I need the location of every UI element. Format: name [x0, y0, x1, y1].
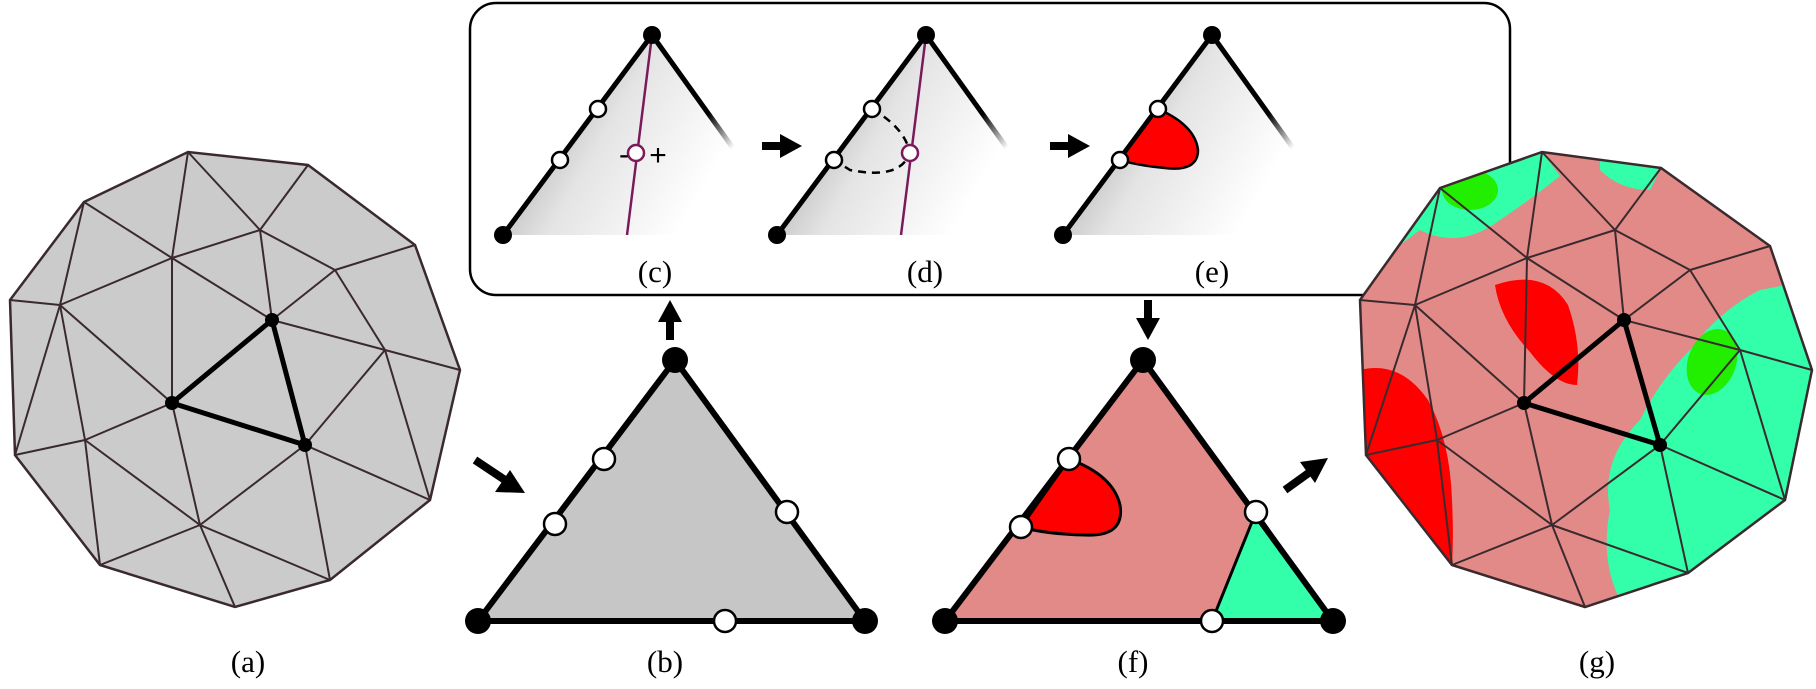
zero-crossing-point [626, 143, 646, 163]
vertex-dot [1130, 347, 1156, 373]
edge-sample-point [588, 99, 608, 119]
zero-crossing-point [900, 143, 920, 163]
vertex-dot [662, 347, 688, 373]
arrow-up-icon [658, 300, 682, 340]
edge-sample-point [542, 511, 568, 537]
vertex-dot [643, 26, 661, 44]
vertex-dot [1517, 396, 1531, 410]
vertex-dot [494, 226, 512, 244]
vertex-dot [1320, 608, 1346, 634]
arrow-down-icon [1136, 300, 1160, 340]
label-e: (e) [1195, 254, 1229, 289]
vertex-dot [932, 608, 958, 634]
sphere-mesh-a [8, 150, 462, 609]
arrow-right-icon [762, 134, 802, 158]
arrow-f-to-g-icon [1282, 458, 1328, 494]
edge-sample-point [1056, 446, 1082, 472]
label-f: (f) [1118, 644, 1149, 679]
label-b: (b) [647, 644, 683, 679]
edge-sample-point [550, 150, 570, 170]
arrow-right-icon [1050, 134, 1090, 158]
vertex-dot [1203, 26, 1221, 44]
edge-sample-point [1148, 99, 1168, 119]
triangle-e [1054, 26, 1296, 244]
edge-sample-point [1199, 608, 1225, 634]
edge-sample-point [591, 446, 617, 472]
edge-sample-point [712, 608, 738, 634]
vertex-dot [1653, 438, 1667, 452]
vertex-dot [917, 26, 935, 44]
vertex-dot [265, 313, 279, 327]
edge-sample-point [1008, 514, 1034, 540]
edge-sample-point [862, 99, 882, 119]
label-g: (g) [1579, 644, 1615, 679]
vertex-dot [852, 608, 878, 634]
vertex-dot [1617, 313, 1631, 327]
minus-sign: - [619, 138, 629, 171]
vertex-dot [165, 396, 179, 410]
edge-sample-point [1110, 150, 1130, 170]
arrow-a-to-b-icon [472, 456, 525, 493]
vertex-dot [298, 438, 312, 452]
edge-sample-point [774, 499, 800, 525]
vertex-dot [768, 226, 786, 244]
plus-sign: + [649, 139, 667, 172]
vertex-dot [465, 608, 491, 634]
triangle-d [768, 26, 1010, 244]
label-a: (a) [231, 644, 265, 679]
vertex-dot [1054, 226, 1072, 244]
edge-sample-point [824, 150, 844, 170]
triangle-f [932, 347, 1346, 634]
triangle-b [465, 347, 878, 634]
edge-sample-point [1243, 499, 1269, 525]
label-d: (d) [907, 254, 943, 289]
label-c: (c) [638, 254, 672, 289]
triangle-c: - + [494, 26, 736, 244]
